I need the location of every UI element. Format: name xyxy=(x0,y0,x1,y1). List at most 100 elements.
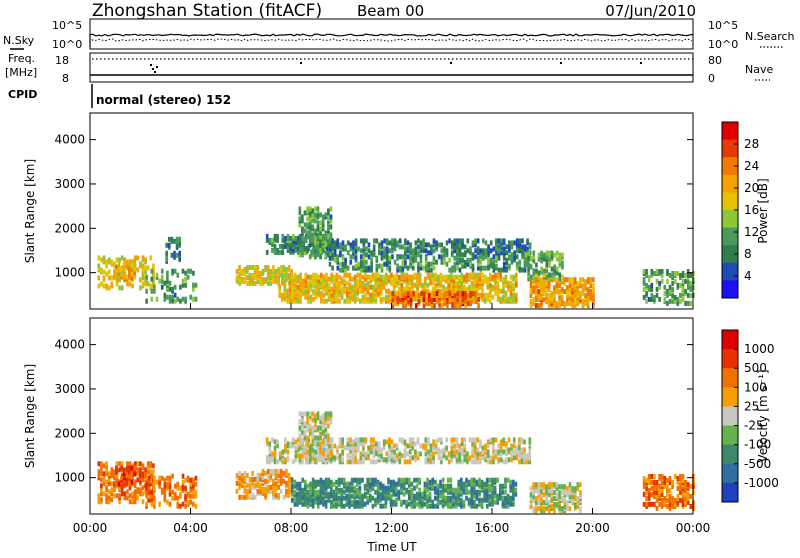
heatmap-cell xyxy=(150,501,154,507)
heatmap-cell xyxy=(509,274,513,280)
heatmap-cell xyxy=(433,303,436,309)
heatmap-cell xyxy=(477,303,480,309)
heatmap-cell xyxy=(493,485,497,491)
heatmap-cell xyxy=(468,455,472,461)
heatmap-cell xyxy=(113,273,116,279)
heatmap-cell xyxy=(447,278,450,284)
heatmap-cell xyxy=(294,292,297,298)
heatmap-cell xyxy=(278,249,282,255)
heatmap-cell xyxy=(163,491,167,497)
heatmap-cell xyxy=(545,484,548,490)
heatmap-cell xyxy=(476,437,480,443)
heatmap-cell xyxy=(168,475,172,481)
heatmap-cell xyxy=(425,301,428,307)
heatmap-cell xyxy=(460,501,463,507)
heatmap-cell xyxy=(419,261,423,267)
heatmap-cell xyxy=(346,265,350,271)
heatmap-cell xyxy=(668,476,672,481)
heatmap-cell xyxy=(547,293,551,299)
heatmap-cell xyxy=(283,286,287,292)
heatmap-cell xyxy=(301,501,304,507)
heatmap-cell xyxy=(450,457,454,463)
freq-panel xyxy=(89,52,694,83)
heatmap-cell xyxy=(523,455,526,461)
heatmap-cell xyxy=(371,477,375,483)
heatmap-cell xyxy=(502,261,506,267)
heatmap-cell xyxy=(356,481,359,487)
heatmap-cell xyxy=(303,411,307,417)
heatmap-cell xyxy=(296,481,299,487)
heatmap-cell xyxy=(437,278,440,284)
heatmap-cell xyxy=(321,214,325,220)
heatmap-cell xyxy=(447,495,450,501)
heatmap-cell xyxy=(576,486,580,492)
heatmap-cell xyxy=(118,257,121,263)
heatmap-cell xyxy=(547,281,551,287)
heatmap-cell xyxy=(131,259,134,265)
heatmap-cell xyxy=(320,296,323,302)
colorbar-swatch xyxy=(722,349,738,369)
heatmap-cell xyxy=(243,267,247,272)
heatmap-cell xyxy=(333,443,337,449)
heatmap-cell xyxy=(343,272,346,278)
heatmap-cell xyxy=(372,238,376,244)
heatmap-cell xyxy=(392,483,395,489)
heatmap-cell xyxy=(444,495,447,501)
heatmap-cell xyxy=(471,453,474,459)
heatmap-cell xyxy=(354,248,358,254)
heatmap-cell xyxy=(131,475,134,481)
heatmap-cell xyxy=(453,449,456,455)
heatmap-cell xyxy=(478,276,482,282)
heatmap-cell xyxy=(523,447,526,453)
heatmap-cell xyxy=(147,497,151,503)
heatmap-cell xyxy=(684,499,687,505)
heatmap-cell xyxy=(329,206,333,212)
heatmap-cell xyxy=(328,261,332,267)
heatmap-cell xyxy=(341,457,344,463)
heatmap-cell xyxy=(411,274,414,280)
heatmap-cell xyxy=(370,257,373,263)
heatmap-cell xyxy=(311,425,315,431)
heatmap-cell xyxy=(589,295,593,301)
heatmap-cell xyxy=(537,252,541,258)
heatmap-cell xyxy=(411,282,414,288)
heatmap-cell xyxy=(673,271,677,276)
heatmap-cell xyxy=(514,491,518,497)
heatmap-cell xyxy=(679,497,682,503)
heatmap-cell xyxy=(327,250,330,256)
heatmap-cell xyxy=(336,242,340,248)
heatmap-cell xyxy=(396,255,399,261)
heatmap-cell xyxy=(555,502,559,508)
heatmap-cell xyxy=(489,282,492,288)
heatmap-cell xyxy=(504,274,508,280)
heatmap-cell xyxy=(481,288,484,294)
heatmap-cell xyxy=(173,238,176,244)
heatmap-cell xyxy=(327,423,330,429)
heatmap-cell xyxy=(435,259,438,265)
heatmap-cell xyxy=(265,455,269,461)
heatmap-cell xyxy=(284,437,287,443)
heatmap-cell xyxy=(105,461,108,467)
heatmap-cell xyxy=(351,439,355,445)
heatmap-cell xyxy=(470,284,474,290)
heatmap-cell xyxy=(100,465,103,471)
heatmap-cell xyxy=(166,475,169,481)
heatmap-cell xyxy=(287,488,291,494)
heatmap-cell xyxy=(534,496,538,502)
heatmap-cell xyxy=(542,272,546,278)
colorbar-tick-label: -100 xyxy=(744,438,771,452)
heatmap-cell xyxy=(329,457,333,463)
heatmap-cell xyxy=(240,494,244,500)
heatmap-cell xyxy=(459,303,462,309)
heatmap-cell xyxy=(285,480,288,486)
heatmap-cell xyxy=(246,275,249,280)
heatmap-cell xyxy=(314,244,317,250)
heatmap-cell xyxy=(336,254,340,260)
heatmap-cell xyxy=(497,248,501,254)
heatmap-cell xyxy=(186,499,190,505)
heatmap-cell xyxy=(271,247,274,253)
heatmap-cell xyxy=(686,284,690,290)
heatmap-cell xyxy=(274,468,278,474)
heatmap-cell xyxy=(416,276,419,282)
heatmap-cell xyxy=(366,274,370,280)
